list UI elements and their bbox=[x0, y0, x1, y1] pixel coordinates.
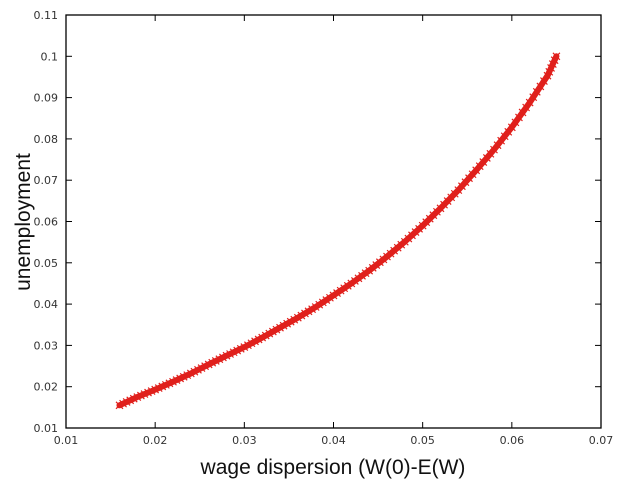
data-point-marker bbox=[329, 291, 338, 300]
y-tick-label: 0.02 bbox=[34, 381, 59, 394]
y-tick-label: 0.01 bbox=[34, 422, 59, 435]
data-point-marker bbox=[507, 123, 516, 132]
data-point-marker bbox=[286, 317, 295, 326]
x-tick-label: 0.04 bbox=[321, 434, 346, 447]
data-point-marker bbox=[322, 296, 331, 304]
y-tick-label: 0.07 bbox=[34, 174, 59, 187]
data-point-marker bbox=[336, 286, 345, 295]
series-line bbox=[116, 53, 560, 409]
data-point-marker bbox=[261, 331, 270, 340]
data-point-marker bbox=[545, 67, 554, 76]
data-point-marker bbox=[358, 271, 366, 280]
x-tick-label: 0.07 bbox=[589, 434, 614, 447]
y-tick-label: 0.1 bbox=[41, 50, 59, 63]
data-point-marker bbox=[361, 269, 370, 278]
y-tick-label: 0.04 bbox=[34, 298, 59, 311]
tick-marks bbox=[65, 14, 602, 429]
data-point-marker bbox=[311, 303, 320, 311]
data-point-marker bbox=[550, 56, 559, 65]
data-point-marker bbox=[500, 132, 509, 141]
data-point-marker bbox=[548, 60, 557, 68]
data-point-marker bbox=[547, 64, 555, 72]
data-point-marker bbox=[304, 307, 313, 316]
data-point-marker bbox=[333, 289, 341, 297]
y-tick-label: 0.11 bbox=[34, 9, 59, 22]
data-point-marker bbox=[518, 108, 527, 117]
data-point-marker bbox=[272, 325, 281, 334]
data-point-marker bbox=[258, 333, 267, 342]
y-tick-label: 0.05 bbox=[34, 257, 59, 270]
x-tick-label: 0.05 bbox=[410, 434, 435, 447]
data-point-marker bbox=[543, 71, 552, 80]
data-point-marker bbox=[354, 274, 363, 283]
data-point-marker bbox=[343, 281, 352, 290]
x-tick-label: 0.03 bbox=[232, 434, 257, 447]
data-point-marker bbox=[529, 93, 538, 102]
data-point-marker bbox=[347, 279, 356, 288]
data-point-marker bbox=[290, 315, 299, 324]
x-tick-label: 0.06 bbox=[500, 434, 525, 447]
y-tick-labels: 0.01 0.02 0.03 0.04 0.05 0.06 0.07 0.08 0.09 0.1 0… bbox=[34, 9, 59, 435]
y-tick-label: 0.06 bbox=[34, 216, 59, 229]
data-point-marker bbox=[522, 103, 531, 112]
y-axis-label: unemployment bbox=[12, 153, 35, 291]
data-point-marker bbox=[536, 82, 545, 91]
data-point-marker bbox=[490, 145, 498, 154]
data-point-marker bbox=[532, 87, 541, 96]
data-point-marker bbox=[540, 77, 548, 86]
data-point-marker bbox=[350, 276, 359, 285]
data-point-marker bbox=[552, 52, 561, 61]
data-point-marker bbox=[318, 298, 327, 307]
x-tick-label: 0.01 bbox=[54, 434, 79, 447]
x-tick-label: 0.02 bbox=[143, 434, 168, 447]
y-tick-label: 0.09 bbox=[34, 92, 59, 105]
data-point-marker bbox=[297, 311, 306, 320]
data-point-marker bbox=[315, 300, 324, 309]
data-point-marker bbox=[326, 293, 334, 302]
data-point-marker bbox=[493, 141, 502, 150]
data-point-marker bbox=[265, 329, 274, 338]
series-group bbox=[115, 52, 561, 410]
data-point-marker bbox=[511, 118, 520, 127]
data-point-marker bbox=[525, 98, 534, 107]
data-point-marker bbox=[283, 319, 292, 328]
data-point-marker bbox=[504, 127, 513, 136]
data-point-marker bbox=[497, 136, 506, 145]
data-point-marker bbox=[340, 284, 349, 293]
data-point-marker bbox=[279, 321, 288, 330]
y-tick-label: 0.03 bbox=[34, 339, 59, 352]
x-tick-labels: 0.01 0.02 0.03 0.04 0.05 0.06 0.07 bbox=[54, 434, 614, 447]
data-point-marker bbox=[308, 305, 317, 314]
x-axis-label: wage dispersion (W(0)-E(W) bbox=[200, 456, 466, 479]
y-tick-label: 0.08 bbox=[34, 133, 59, 146]
data-point-marker bbox=[293, 313, 302, 322]
data-point-marker bbox=[515, 113, 523, 122]
plot-frame bbox=[65, 14, 602, 429]
data-point-marker bbox=[268, 327, 277, 336]
data-point-marker bbox=[301, 309, 309, 318]
data-point-marker bbox=[276, 323, 284, 332]
